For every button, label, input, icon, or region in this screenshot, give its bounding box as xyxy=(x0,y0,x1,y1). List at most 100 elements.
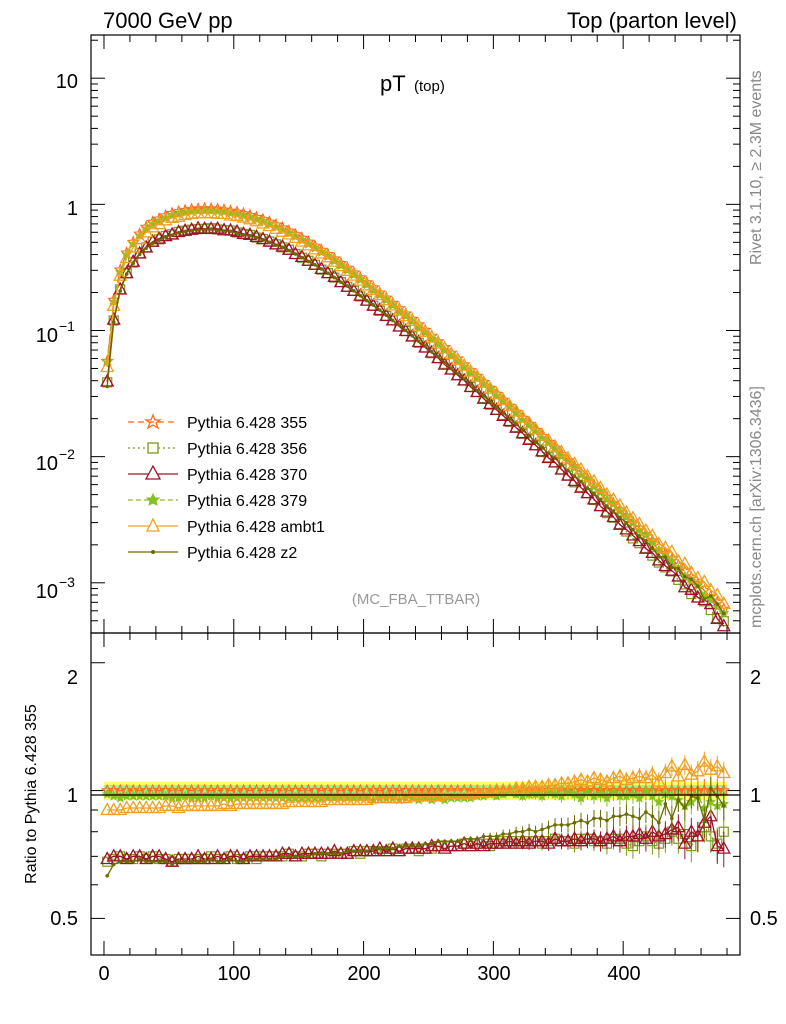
data-point-main xyxy=(405,328,420,342)
y-tick-label-0p001: 10 xyxy=(36,581,58,603)
data-point-ratio xyxy=(501,832,505,836)
data-point-ratio xyxy=(416,844,421,848)
data-point-main xyxy=(384,313,389,317)
data-point-ratio xyxy=(644,810,648,814)
data-point-main xyxy=(567,456,582,470)
x-tick-label-400: 400 xyxy=(607,963,640,985)
data-point-main xyxy=(385,312,400,326)
data-point-main xyxy=(611,509,616,513)
data-point-ratio xyxy=(165,798,180,812)
data-point-main xyxy=(320,265,335,279)
data-point-ratio xyxy=(215,859,220,864)
data-point-ratio xyxy=(403,844,408,848)
data-point-main xyxy=(392,302,407,316)
data-point-main xyxy=(359,277,374,291)
legend-star-icon xyxy=(144,413,162,430)
data-point-ratio xyxy=(436,839,441,843)
data-point-main xyxy=(378,308,382,312)
data-point-main xyxy=(359,292,374,306)
data-point-main xyxy=(444,361,459,375)
data-point-main xyxy=(196,228,200,232)
data-point-main xyxy=(520,428,525,433)
data-point-ratio xyxy=(703,808,718,822)
data-point-ratio xyxy=(455,839,460,843)
legend-entry-379: Pythia 6.428 379 xyxy=(128,492,307,510)
series-ratio-1 xyxy=(102,812,729,867)
header-energy-label: 7000 GeV pp xyxy=(103,8,233,33)
data-point-ratio xyxy=(533,829,538,834)
data-point-main xyxy=(579,479,583,484)
data-point-main xyxy=(554,444,569,458)
data-point-ratio xyxy=(567,830,582,844)
data-point-main xyxy=(593,498,608,512)
data-point-main xyxy=(346,267,361,281)
legend-square-icon xyxy=(147,442,159,454)
data-point-ratio xyxy=(494,834,499,839)
data-point-ratio xyxy=(241,859,246,864)
data-point-main xyxy=(118,289,123,293)
data-point-ratio xyxy=(582,786,593,797)
x-tick-labels: 0 100 200 300 400 xyxy=(98,963,640,985)
data-point-main xyxy=(145,219,160,233)
legend-triangle-icon xyxy=(145,517,161,532)
data-point-ratio xyxy=(697,753,712,767)
data-point-ratio xyxy=(481,834,486,839)
data-point-main xyxy=(229,208,245,222)
data-point-main xyxy=(202,227,207,232)
data-point-ratio xyxy=(384,846,389,851)
data-point-ratio xyxy=(657,820,661,825)
data-point-main xyxy=(598,497,603,502)
data-point-ratio xyxy=(281,845,297,859)
data-point-main xyxy=(366,297,381,311)
y-tick-0p001-base: 10 xyxy=(36,581,58,603)
data-point-main xyxy=(385,297,400,311)
data-point-ratio xyxy=(651,828,666,842)
data-point-main xyxy=(721,611,726,616)
data-point-main xyxy=(612,516,628,530)
data-point-ratio xyxy=(676,798,681,802)
data-point-main xyxy=(560,450,576,464)
data-point-main xyxy=(489,386,504,400)
data-point-ratio xyxy=(288,848,303,862)
legend-label-370: Pythia 6.428 370 xyxy=(187,467,307,484)
data-point-main xyxy=(690,589,705,603)
data-point-main xyxy=(274,243,278,247)
data-point-ratio xyxy=(431,838,446,852)
data-point-main xyxy=(398,323,413,337)
data-point-ratio xyxy=(547,830,563,844)
data-point-main xyxy=(457,357,472,371)
data-point-main xyxy=(541,450,556,464)
data-point-main xyxy=(431,335,446,349)
legend-entry-z2: Pythia 6.428 z2 xyxy=(128,545,297,562)
data-point-main xyxy=(671,553,686,567)
data-point-main xyxy=(509,403,524,417)
data-point-ratio xyxy=(514,829,518,834)
data-point-main xyxy=(663,555,668,559)
legend-label-355: Pythia 6.428 355 xyxy=(187,415,307,432)
data-point-ratio xyxy=(176,859,181,864)
data-point-ratio xyxy=(593,771,608,785)
data-point-ratio xyxy=(261,857,265,861)
data-point-main xyxy=(216,206,232,220)
data-point-ratio xyxy=(608,786,619,797)
data-point-main xyxy=(372,287,387,301)
data-point-ratio xyxy=(634,792,645,803)
data-point-main xyxy=(540,446,544,450)
data-point-main xyxy=(619,504,634,518)
data-point-main xyxy=(593,480,608,494)
data-point-ratio xyxy=(293,854,298,859)
data-point-main xyxy=(449,366,453,370)
data-point-main xyxy=(126,239,141,253)
data-point-main xyxy=(606,509,621,523)
data-point-ratio xyxy=(267,857,272,861)
data-point-ratio xyxy=(287,854,291,859)
data-point-main xyxy=(424,344,439,358)
data-point-main xyxy=(210,220,225,234)
data-point-main xyxy=(205,204,217,216)
y-tick-0p01-base: 10 xyxy=(36,453,58,475)
data-point-ratio xyxy=(449,839,453,843)
data-point-main xyxy=(684,564,699,579)
legend: Pythia 6.428 355 Pythia 6.428 356 Pythia… xyxy=(128,413,325,562)
data-point-main xyxy=(275,223,290,237)
